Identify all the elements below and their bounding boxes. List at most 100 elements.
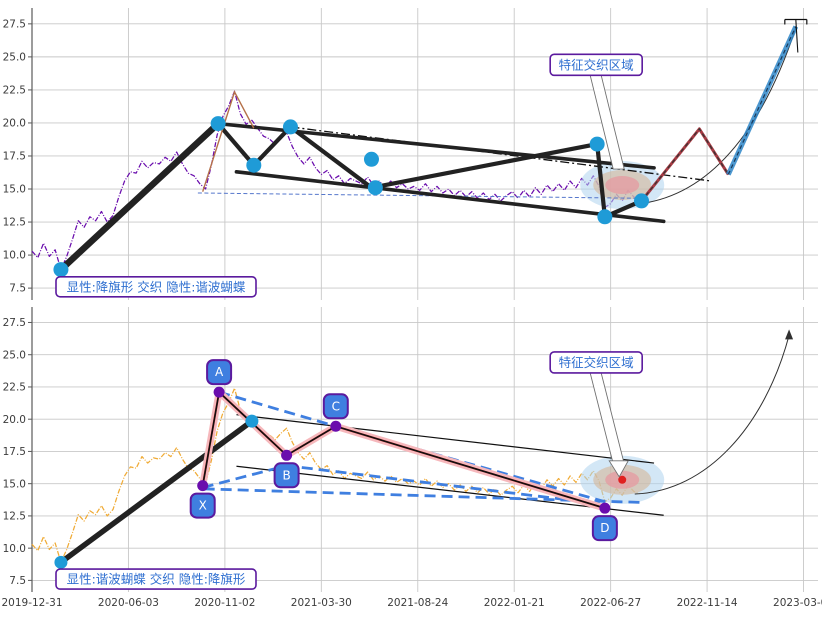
pivot-label-text: B [282, 468, 290, 482]
x-tick-label: 2020-11-02 [194, 597, 255, 609]
x-tick-label: 2020-06-03 [98, 597, 159, 609]
pivot-label-text: C [332, 399, 340, 413]
x-tick-label: 2019-12-31 [1, 597, 62, 609]
flag-pole [58, 418, 255, 566]
y-tick-label: 17.5 [3, 446, 26, 458]
pivot-dot[interactable] [246, 157, 262, 173]
pivot-dot[interactable] [245, 414, 259, 428]
pivot-markers-top [53, 116, 650, 278]
pivot-label-text: A [215, 365, 224, 379]
harmonic-faint-overlay [202, 90, 255, 192]
y-tick-label: 7.5 [9, 283, 26, 295]
y-tick-label: 15.0 [3, 478, 26, 490]
y-tick-label: 20.0 [3, 414, 26, 426]
y-tick-label: 22.5 [3, 382, 26, 394]
pivot-label-box[interactable] [322, 393, 349, 420]
caption-text: 显性:谐波蝴蝶 交织 隐性:降旗形 [67, 572, 246, 587]
y-tick-label: 17.5 [3, 151, 26, 163]
x-tick-label: 2022-01-21 [484, 597, 545, 609]
x-axis-tick-labels: 2019-12-31 2020-06-03 2020-11-02 2021-03-30… [1, 597, 822, 609]
projection-curve [641, 27, 797, 205]
feature-zone-annotation: 特征交织区域 [549, 351, 643, 478]
pivot-label-box[interactable] [273, 462, 300, 489]
projection-arrowhead [785, 329, 794, 340]
pivot-label-x[interactable]: X [189, 492, 216, 519]
gridlines [31, 307, 818, 592]
feature-zone-ellipse [580, 455, 665, 504]
y-tick-label: 27.5 [3, 317, 26, 329]
y-tick-label: 22.5 [3, 85, 26, 97]
annotation-text: 特征交织区域 [559, 355, 634, 370]
y-tick-label: 27.5 [3, 18, 26, 30]
pivot-node-x[interactable] [197, 480, 209, 492]
pivot-dot[interactable] [634, 193, 650, 209]
pivot-label-box[interactable] [206, 359, 233, 386]
projection-zigzag-dash [641, 127, 729, 202]
price-line [31, 90, 640, 271]
x-tick-label: 2021-03-30 [291, 597, 352, 609]
x-tick-label: 2022-11-14 [677, 597, 738, 609]
pivot-markers-bottom: X A B C D [54, 359, 618, 569]
annotation-arrowhead [608, 460, 629, 478]
overlay-lines-bottom [58, 329, 794, 566]
pivot-node-b[interactable] [281, 449, 293, 461]
y-tick-label: 12.5 [3, 217, 26, 229]
pivot-dot[interactable] [282, 119, 298, 135]
chart-caption-top: 显性:降旗形 交织 隐性:谐波蝴蝶 [55, 275, 257, 298]
zone-core-dot [618, 475, 627, 484]
dashed-support-line [197, 192, 640, 199]
pivot-dot[interactable] [589, 136, 605, 152]
pivot-label-b[interactable]: B [273, 462, 300, 489]
chart-svg-top: 7.5 10.0 12.5 15.0 17.5 20.0 22.5 25.0 27.5 特征交织区… [3, 8, 818, 300]
y-tick-label: 10.0 [3, 543, 26, 555]
pivot-label-c[interactable]: C [322, 393, 349, 420]
feature-zone-annotation: 特征交织区域 [549, 53, 643, 170]
y-tick-label: 10.0 [3, 250, 26, 262]
flag-pole [57, 120, 222, 273]
annotation-text: 特征交织区域 [559, 57, 634, 72]
pivot-dot[interactable] [210, 116, 226, 132]
pivot-node-c[interactable] [330, 420, 342, 432]
pivot-dot[interactable] [53, 262, 69, 278]
overlay-lines-top [57, 25, 799, 273]
pivot-label-text: D [600, 521, 609, 535]
caption-box [55, 568, 257, 590]
zone-ellipse-inner [605, 176, 640, 195]
y-tick-label: 25.0 [3, 349, 26, 361]
pivot-label-text: X [199, 499, 207, 513]
flag-channel-upper [236, 414, 655, 464]
pivot-dot[interactable] [597, 209, 613, 225]
target-bracket-marker [784, 18, 808, 53]
target-stem [795, 19, 799, 53]
chart-panel-bottom: 7.5 10.0 12.5 15.0 17.5 20.0 22.5 25.0 27.5 2019-… [0, 303, 822, 617]
x-tick-label: 2022-06-27 [580, 597, 641, 609]
flag-channel-lower [234, 170, 666, 224]
y-tick-label: 12.5 [3, 511, 26, 523]
pivot-label-box[interactable] [189, 492, 216, 519]
y-tick-label: 20.0 [3, 118, 26, 130]
y-tick-label: 7.5 [9, 575, 26, 587]
pivot-label-box[interactable] [591, 515, 618, 542]
pivot-node-d[interactable] [599, 502, 611, 514]
projection-target-dash [727, 26, 797, 175]
annotation-box [549, 53, 643, 77]
x-tick-label: 2021-08-24 [387, 597, 448, 609]
annotation-box [549, 351, 643, 374]
gridlines [31, 8, 818, 300]
pivot-node-a[interactable] [213, 386, 225, 398]
pivot-dot[interactable] [54, 555, 68, 569]
chart-panel-top: 7.5 10.0 12.5 15.0 17.5 20.0 22.5 25.0 27.5 特征交织区… [0, 0, 822, 303]
y-tick-label: 15.0 [3, 184, 26, 196]
y-axis-tick-labels: 7.5 10.0 12.5 15.0 17.5 20.0 22.5 25.0 27.5 [3, 18, 32, 295]
projection-curve [634, 335, 790, 495]
y-axis-tick-labels: 7.5 10.0 12.5 15.0 17.5 20.0 22.5 25.0 27.5 [3, 317, 32, 587]
price-series-top [31, 90, 640, 271]
pivot-label-d[interactable]: D [591, 515, 618, 542]
pivot-dot[interactable] [363, 151, 379, 167]
pivot-dot[interactable] [367, 180, 383, 196]
y-tick-label: 25.0 [3, 51, 26, 63]
x-tick-label: 2023-03-09 [773, 597, 822, 609]
pivot-label-a[interactable]: A [206, 359, 233, 386]
chart-svg-bottom: 7.5 10.0 12.5 15.0 17.5 20.0 22.5 25.0 27.5 2019-… [1, 307, 822, 609]
